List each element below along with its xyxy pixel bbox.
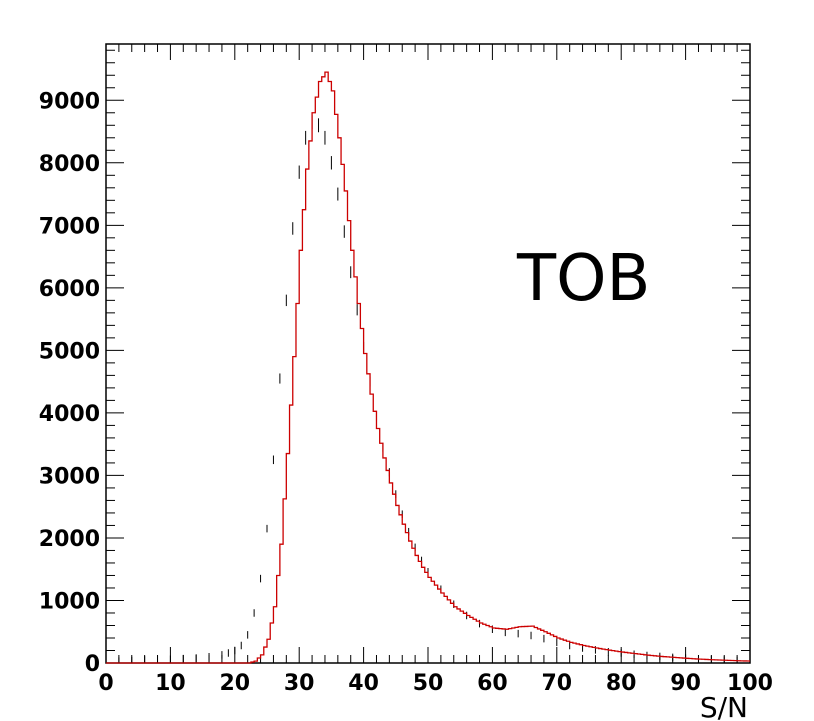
y-tick-label: 8000 <box>39 152 100 177</box>
x-tick-label: 0 <box>98 671 113 696</box>
y-tick-label: 6000 <box>39 277 100 302</box>
y-tick-label: 0 <box>85 652 100 677</box>
y-tick-label: 5000 <box>39 339 100 364</box>
x-tick-label: 90 <box>670 671 701 696</box>
annotation-label: TOB <box>516 242 650 316</box>
x-tick-label: 10 <box>155 671 186 696</box>
y-tick-label: 3000 <box>39 464 100 489</box>
x-tick-label: 20 <box>219 671 250 696</box>
x-axis-title: S/N <box>700 691 748 721</box>
axis-ticks <box>105 44 751 664</box>
y-tick-labels: 0 1000 2000 3000 4000 5000 6000 7000 8000 9000 <box>39 89 100 677</box>
x-tick-label: 50 <box>413 671 444 696</box>
x-tick-label: 100 <box>727 671 773 696</box>
x-tick-label: 30 <box>284 671 315 696</box>
x-tick-label: 60 <box>477 671 508 696</box>
y-tick-label: 4000 <box>39 402 100 427</box>
x-tick-label: 80 <box>606 671 637 696</box>
red-histogram-line <box>106 71 750 664</box>
x-tick-labels: 0 10 20 30 40 50 60 70 80 90 100 <box>98 671 773 696</box>
x-tick-label: 70 <box>541 671 572 696</box>
y-tick-label: 1000 <box>39 589 100 614</box>
y-tick-label: 9000 <box>39 89 100 114</box>
y-tick-label: 7000 <box>39 214 100 239</box>
y-tick-label: 2000 <box>39 527 100 552</box>
x-tick-label: 40 <box>348 671 379 696</box>
